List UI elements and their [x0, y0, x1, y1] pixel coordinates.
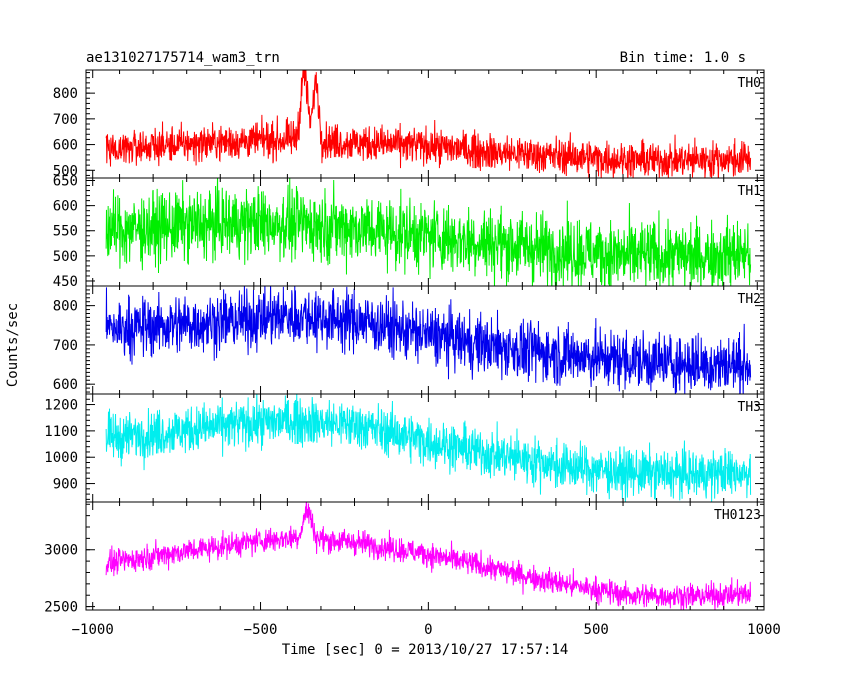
series-line-th3	[105, 394, 752, 502]
panel-th1: 450 500 550 600 650 TH1	[53, 174, 765, 290]
y-tick-label: 900	[53, 477, 78, 493]
y-tick-label: 800	[53, 299, 78, 315]
x-tick-label: −1000	[72, 622, 114, 638]
y-tick-label: 500	[53, 249, 78, 265]
y-axis-label: Counts/sec	[5, 303, 21, 387]
y-tick-label: 550	[53, 224, 78, 240]
panel-label: TH0	[738, 76, 761, 91]
y-tick-label: 1100	[44, 424, 78, 440]
y-tick-label: 3000	[44, 543, 78, 559]
y-tick-label: 800	[53, 86, 78, 102]
x-axis-label: Time [sec] 0 = 2013/10/27 17:57:14	[282, 642, 569, 658]
y-tick-label: 1000	[44, 450, 78, 466]
x-tick-label: −500	[244, 622, 278, 638]
series-line-th1	[105, 178, 752, 286]
panel-label: TH2	[738, 292, 761, 307]
y-tick-label: 700	[53, 112, 78, 128]
y-tick-label: 450	[53, 274, 78, 290]
x-tick-label: 1000	[747, 622, 781, 638]
panel-label: TH3	[738, 400, 761, 415]
panel-th0: 500 600 700 800 TH0	[53, 69, 765, 179]
panel-th3: 900 1000 1100 1200 TH3	[44, 393, 765, 503]
series-line-th2	[105, 286, 752, 394]
panel-frame	[85, 501, 765, 611]
x-tick-label: 0	[424, 622, 432, 638]
bin-time-label: Bin time: 1.0 s	[620, 50, 746, 66]
y-tick-label: 500	[53, 163, 78, 179]
series-line-th0123	[105, 502, 752, 610]
y-tick-label: 600	[53, 199, 78, 215]
panel-label: TH0123	[714, 508, 761, 523]
x-axis: −1000 −500 0 500 1000	[72, 622, 781, 638]
chart-title: ae131027175714_wam3_trn	[86, 50, 280, 66]
y-tick-label: 650	[53, 174, 78, 190]
panel-th2: 600 700 800 TH2	[53, 285, 765, 395]
panels-group: 500 600 700 800 TH0 450 500 550 600 650 TH1 600 700 8…	[44, 69, 765, 616]
panel-th0123: 2500 3000 TH0123	[44, 501, 765, 616]
y-tick-label: 2500	[44, 600, 78, 616]
y-tick-label: 700	[53, 338, 78, 354]
x-tick-label: 500	[584, 622, 609, 638]
y-tick-label: 1200	[44, 398, 78, 414]
y-tick-label: 600	[53, 377, 78, 393]
series-line-th0	[105, 70, 752, 178]
y-tick-label: 600	[53, 138, 78, 154]
panel-label: TH1	[738, 184, 761, 199]
